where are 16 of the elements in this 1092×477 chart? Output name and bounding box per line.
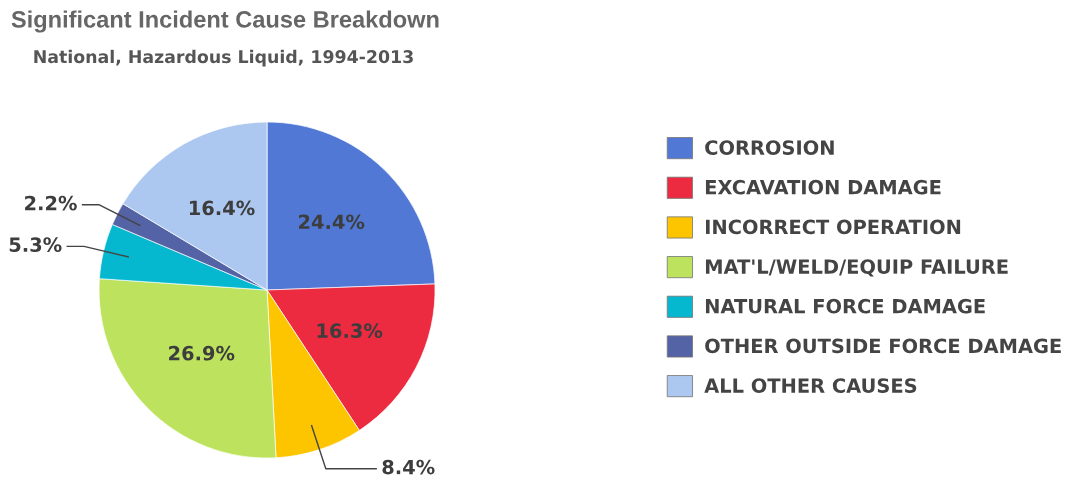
legend-label: CORROSION [705,140,834,155]
legend-label: OTHER OUTSIDE FORCE DAMAGE [705,338,1061,354]
data-label: 16.3% [317,323,383,339]
data-label: 26.9% [169,345,235,361]
legend-label: MAT'L/WELD/EQUIP FAILURE [705,259,1008,277]
data-label: 8.4% [382,459,435,475]
legend-label: ALL OTHER CAUSES [704,378,917,393]
legend-label: NATURAL FORCE DAMAGE [705,298,985,314]
legend-label: EXCAVATION DAMAGE [705,179,941,195]
data-label: 2.2% [25,195,77,211]
data-label: 16.4% [189,200,255,216]
data-label: 24.4% [299,214,365,230]
chart-title: Significant Incident Cause Breakdown [11,10,439,33]
data-label: 5.3% [9,237,62,252]
chart-subtitle: National, Hazardous Liquid, 1994-2013 [34,49,413,67]
legend-label: INCORRECT OPERATION [705,219,961,235]
